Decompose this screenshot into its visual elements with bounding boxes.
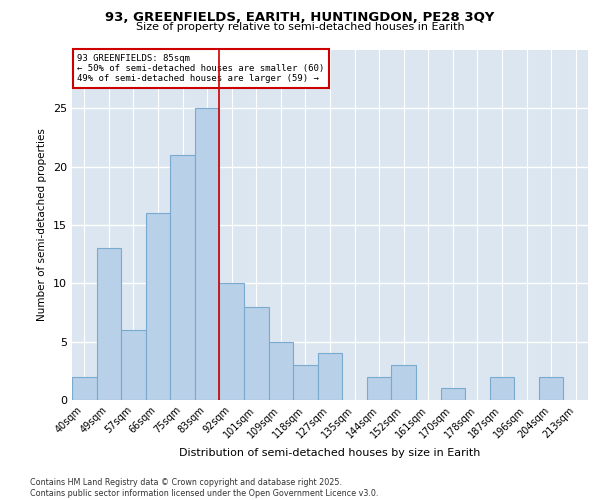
Bar	[318, 354, 342, 400]
Y-axis label: Number of semi-detached properties: Number of semi-detached properties	[37, 128, 47, 322]
Text: 93, GREENFIELDS, EARITH, HUNTINGDON, PE28 3QY: 93, GREENFIELDS, EARITH, HUNTINGDON, PE2…	[106, 11, 494, 24]
Bar	[293, 365, 318, 400]
Bar	[391, 365, 416, 400]
Bar	[170, 155, 195, 400]
Text: Contains HM Land Registry data © Crown copyright and database right 2025.
Contai: Contains HM Land Registry data © Crown c…	[30, 478, 379, 498]
Bar	[539, 376, 563, 400]
X-axis label: Distribution of semi-detached houses by size in Earith: Distribution of semi-detached houses by …	[179, 448, 481, 458]
Bar	[244, 306, 269, 400]
Bar	[121, 330, 146, 400]
Text: Size of property relative to semi-detached houses in Earith: Size of property relative to semi-detach…	[136, 22, 464, 32]
Bar	[97, 248, 121, 400]
Bar	[220, 284, 244, 400]
Text: 93 GREENFIELDS: 85sqm
← 50% of semi-detached houses are smaller (60)
49% of semi: 93 GREENFIELDS: 85sqm ← 50% of semi-deta…	[77, 54, 325, 84]
Bar	[72, 376, 97, 400]
Bar	[269, 342, 293, 400]
Bar	[146, 214, 170, 400]
Bar	[490, 376, 514, 400]
Bar	[195, 108, 220, 400]
Bar	[367, 376, 391, 400]
Bar	[440, 388, 465, 400]
